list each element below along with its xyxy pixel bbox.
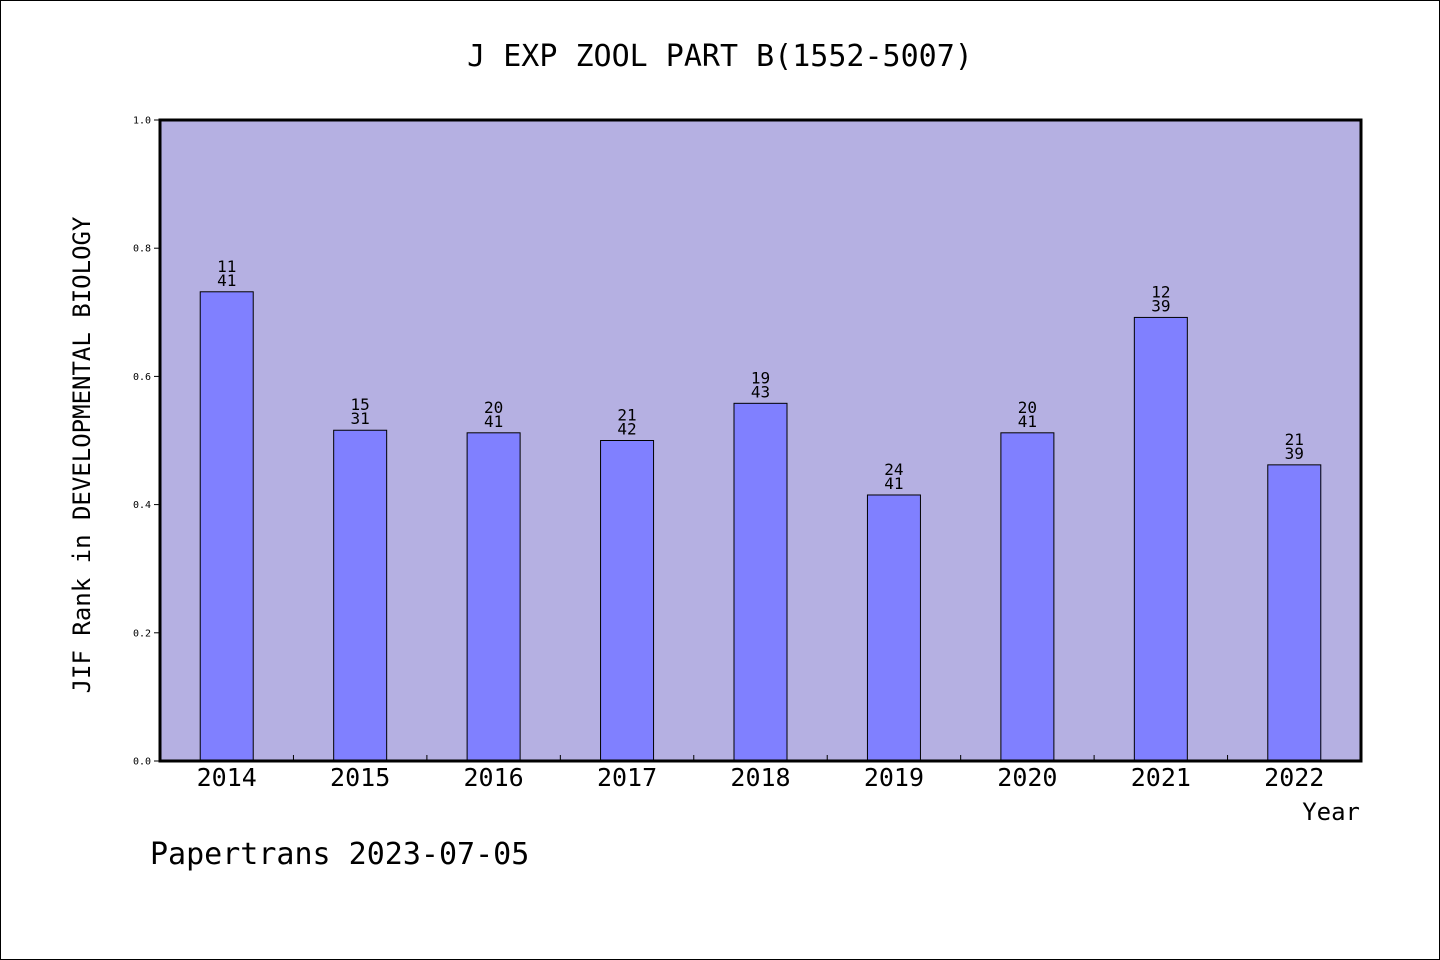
bar-total-label: 42 xyxy=(617,420,636,439)
y-tick-label: 0.0 xyxy=(133,757,151,768)
bar-total-label: 41 xyxy=(217,271,236,290)
bar-rank-label: 12 xyxy=(1151,282,1170,301)
bar-total-label: 39 xyxy=(1151,296,1170,315)
x-axis: 2014 2015 2016 2017 2018 2019 2020 2021 2022 xyxy=(197,755,1324,792)
bar xyxy=(333,429,388,762)
bar xyxy=(199,291,254,762)
bar-rank-label: 21 xyxy=(617,406,636,425)
bar xyxy=(1000,432,1055,762)
bar xyxy=(600,440,655,762)
bar-rank-label: 21 xyxy=(1285,430,1304,449)
y-tick-label: 0.4 xyxy=(133,500,151,511)
y-tick-label: 0.6 xyxy=(133,372,151,383)
x-tick-label: 2016 xyxy=(464,763,524,792)
chart-title: J EXP ZOOL PART B(1552-5007) xyxy=(467,39,973,74)
bar xyxy=(1133,316,1188,762)
bar-rank-label: 20 xyxy=(484,398,503,417)
bar-rank-label: 24 xyxy=(884,460,903,479)
bar-rank-label: 20 xyxy=(1018,398,1037,417)
bar-rank-label: 15 xyxy=(351,395,370,414)
bar xyxy=(466,432,521,762)
bar xyxy=(733,402,788,762)
y-axis: 0.0 0.2 0.4 0.6 0.8 1.0 xyxy=(133,116,160,768)
bar-rank-label: 11 xyxy=(217,257,236,276)
bar-rank-label: 19 xyxy=(751,368,770,387)
x-axis-label: Year xyxy=(1302,798,1360,826)
y-tick-label: 0.2 xyxy=(133,628,151,639)
plot-border xyxy=(158,118,1363,763)
x-tick-label: 2022 xyxy=(1264,763,1324,792)
x-tick-label: 2017 xyxy=(597,763,657,792)
bar-total-label: 41 xyxy=(1018,412,1037,431)
bar-total-label: 43 xyxy=(751,382,770,401)
x-tick-label: 2018 xyxy=(730,763,790,792)
bar xyxy=(866,494,921,762)
footer-watermark: Papertrans 2023-07-05 xyxy=(150,837,529,872)
x-tick-label: 2020 xyxy=(997,763,1057,792)
bar xyxy=(1267,464,1322,762)
bar-total-label: 41 xyxy=(484,412,503,431)
bar-total-label: 39 xyxy=(1285,444,1304,463)
y-tick-label: 1.0 xyxy=(133,116,151,127)
x-tick-label: 2019 xyxy=(864,763,924,792)
bar-total-label: 31 xyxy=(351,409,370,428)
x-tick-label: 2021 xyxy=(1131,763,1191,792)
bar-total-label: 41 xyxy=(884,474,903,493)
x-tick-label: 2015 xyxy=(330,763,390,792)
x-tick-label: 2014 xyxy=(197,763,257,792)
y-axis-label: JIF Rank in DEVELOPMENTAL BIOLOGY xyxy=(68,216,96,693)
y-tick-label: 0.8 xyxy=(133,244,151,255)
